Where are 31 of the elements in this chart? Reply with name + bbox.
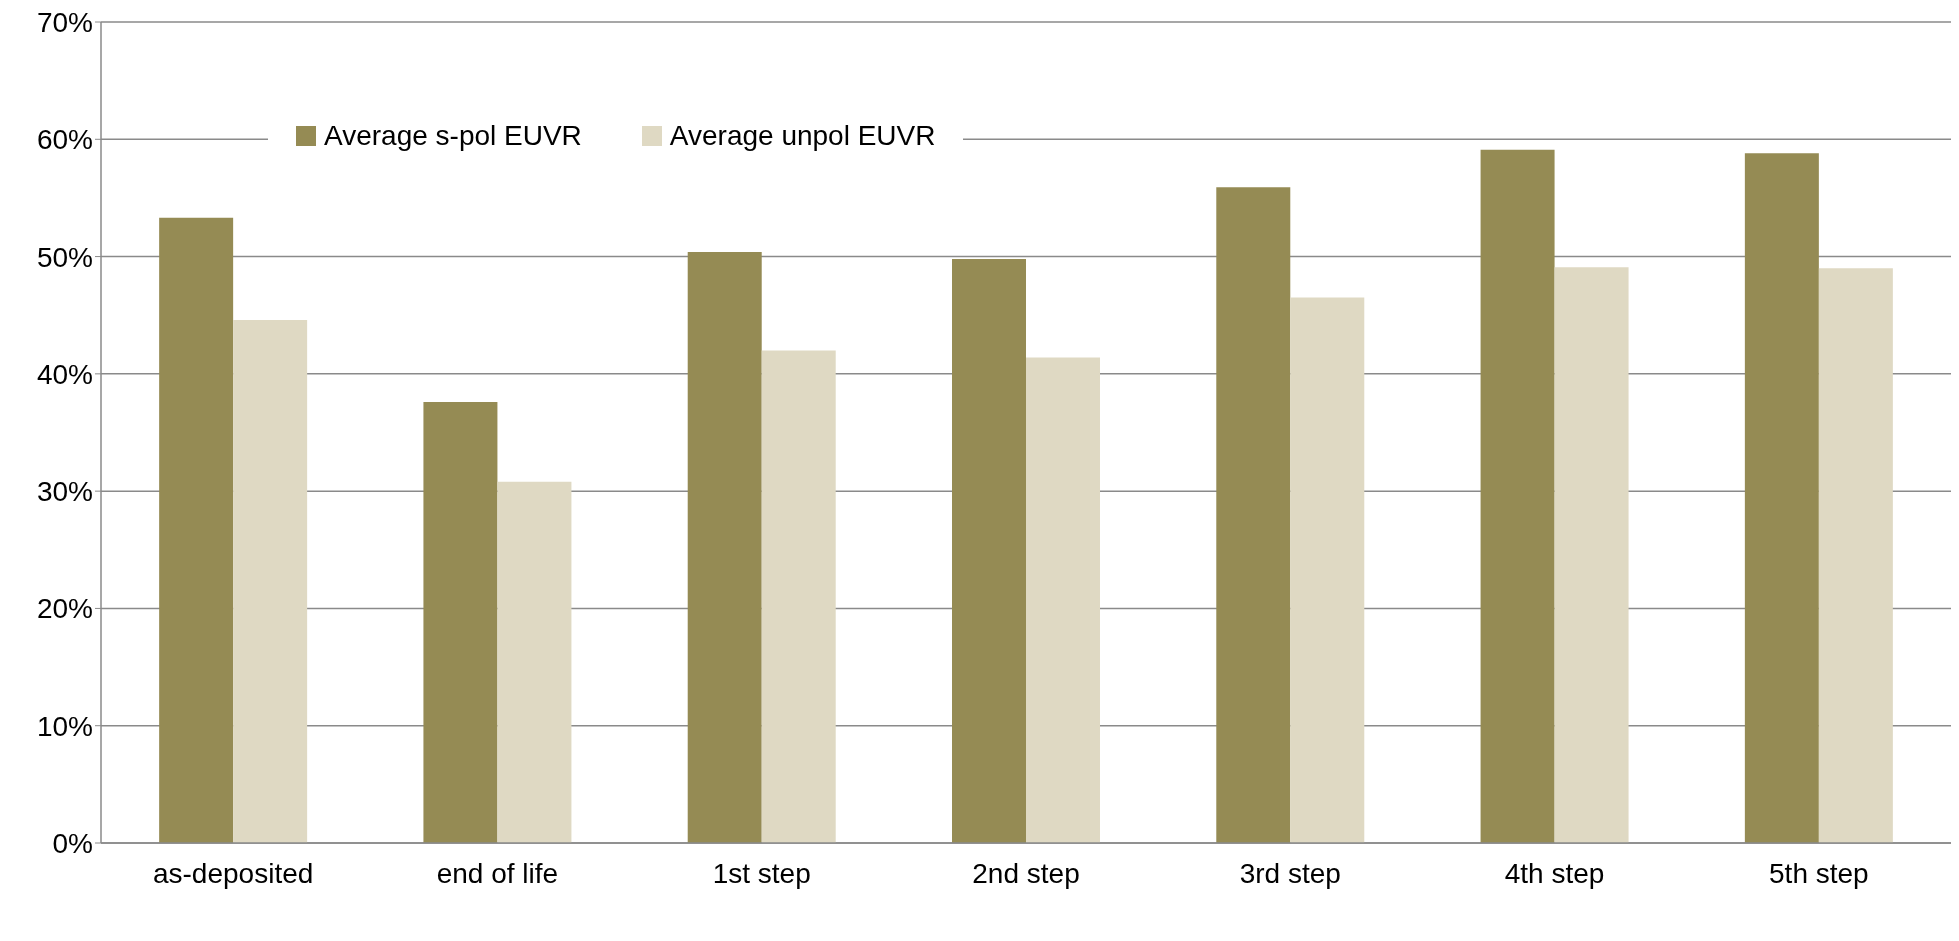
x-tick-label: 4th step (1504, 857, 1605, 889)
x-tick-label: 1st step (712, 857, 811, 889)
y-tick-label: 50% (36, 241, 93, 273)
x-tick-label: as-deposited (152, 857, 314, 889)
legend-label: Average s-pol EUVR (324, 120, 582, 152)
x-tick-label: 5th step (1769, 857, 1869, 889)
bar (1744, 153, 1819, 843)
y-tick-label: 40% (36, 358, 93, 390)
bar (1480, 149, 1555, 843)
y-tick-label: 20% (36, 593, 93, 625)
bar (1818, 268, 1893, 843)
bar (687, 251, 762, 843)
y-tick-label: 70% (36, 6, 93, 38)
bar (423, 402, 498, 843)
bar (1290, 297, 1365, 843)
y-tick-label: 0% (52, 827, 93, 859)
y-tick-label: 30% (36, 476, 93, 508)
legend-label: Average unpol EUVR (669, 120, 936, 152)
bar (952, 258, 1026, 843)
bar (497, 481, 572, 843)
x-tick-label: end of life (436, 857, 559, 889)
bar (159, 217, 234, 843)
bar (1554, 267, 1629, 843)
x-tick-label: 2nd step (972, 857, 1080, 889)
y-tick-label: 10% (36, 710, 93, 742)
bar (1216, 187, 1291, 843)
y-tick-label: 60% (36, 124, 93, 156)
bar (761, 350, 836, 843)
bar (1026, 357, 1100, 843)
x-tick-label: 3rd step (1239, 857, 1341, 889)
bar (233, 319, 308, 843)
